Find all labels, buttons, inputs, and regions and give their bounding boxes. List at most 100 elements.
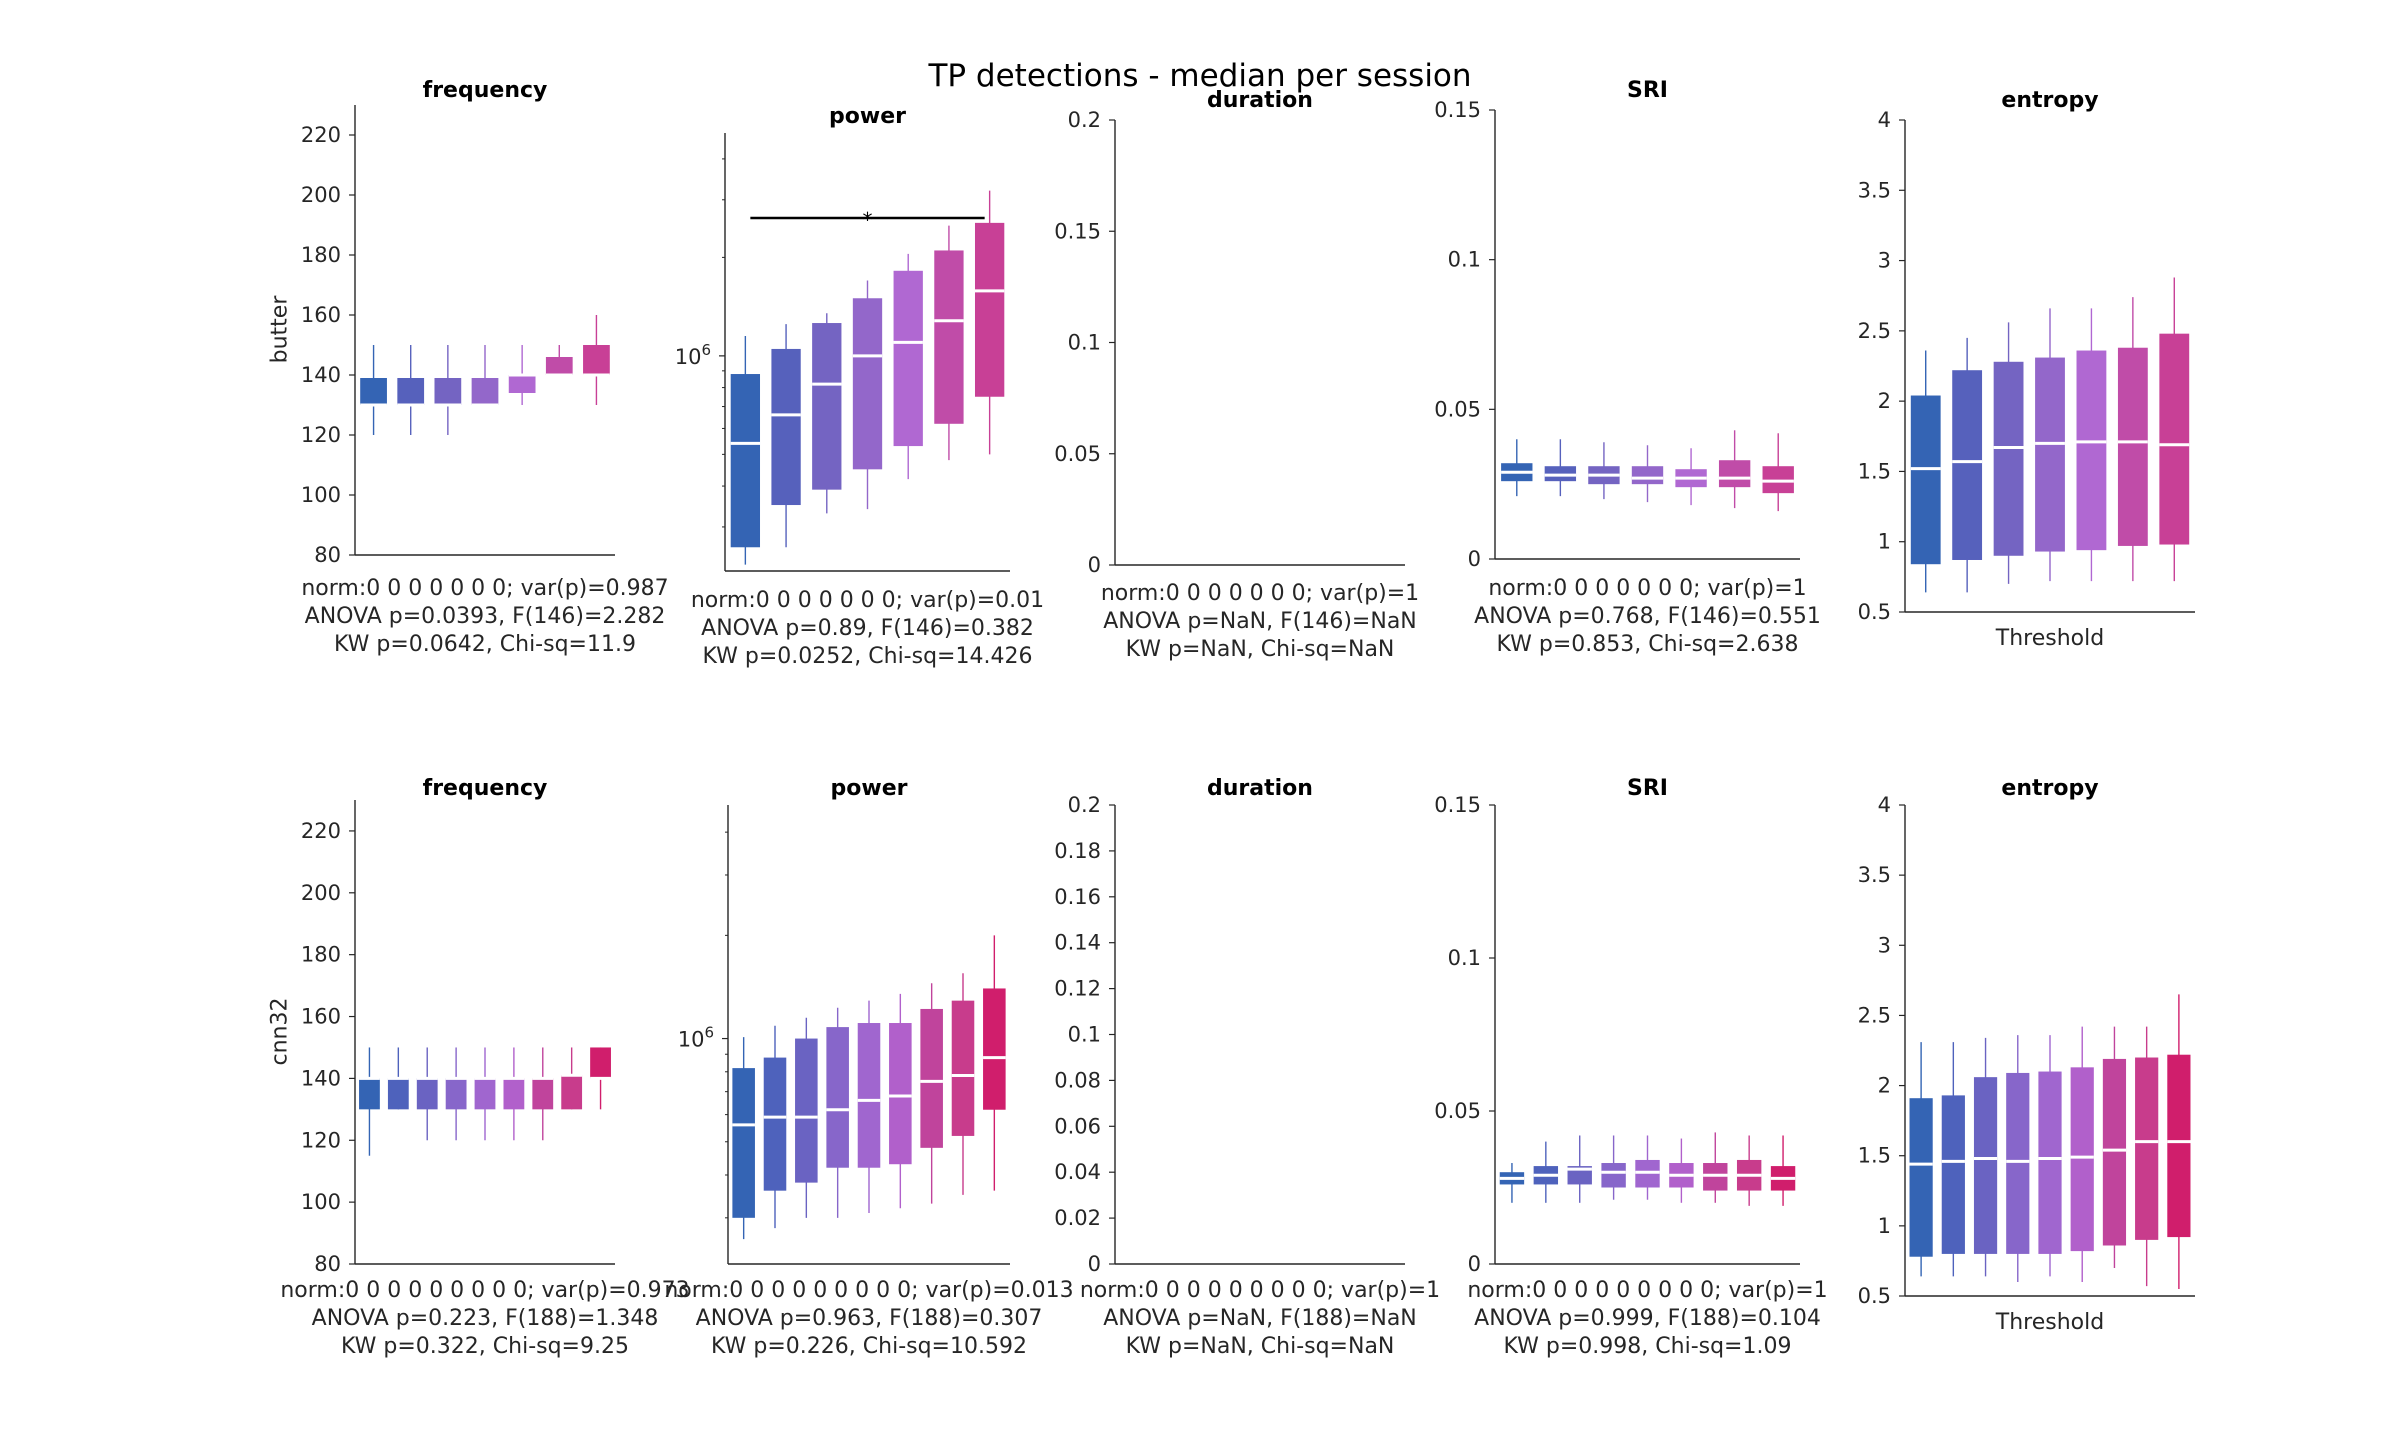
cnn32-frequency-stat-line: ANOVA p=0.223, F(188)=1.348 [311, 1306, 659, 1331]
cnn32-entropy-ytick-label: 4 [1878, 793, 1891, 817]
cnn32-entropy-ytick-label: 3 [1878, 933, 1891, 957]
cnn32-frequency-box [474, 1078, 496, 1110]
butter-sri-ytick-label: 0.15 [1434, 98, 1481, 122]
cnn32-duration-ytick-label: 0 [1088, 1252, 1101, 1276]
cnn32-power-box [951, 1000, 975, 1136]
butter-duration-ytick-label: 0.05 [1054, 442, 1101, 466]
butter-entropy-ytick-label: 2.5 [1858, 319, 1891, 343]
butter-sri-title: SRI [1627, 78, 1668, 103]
cnn32-frequency-ytick-label: 180 [301, 943, 341, 967]
butter-power-box [852, 298, 883, 470]
cnn32-frequency-box [561, 1075, 583, 1110]
butter-row-ylabel: butter [267, 295, 293, 364]
cnn32-sri-box [1567, 1166, 1592, 1185]
cnn32-sri-stat-line: ANOVA p=0.999, F(188)=0.104 [1474, 1306, 1821, 1331]
butter-duration-title: duration [1207, 88, 1313, 113]
butter-frequency-stat-line: ANOVA p=0.0393, F(146)=2.282 [304, 604, 666, 629]
cnn32-power-box [889, 1023, 912, 1165]
butter-sri-stat-line: norm:0 0 0 0 0 0 0; var(p)=1 [1488, 576, 1807, 601]
cnn32-sri-ytick-label: 0 [1468, 1252, 1481, 1276]
butter-power-stat-line: KW p=0.0252, Chi-sq=14.426 [702, 644, 1033, 669]
butter-frequency-ytick-label: 200 [301, 183, 341, 207]
butter-sri-ytick-label: 0.1 [1448, 248, 1481, 272]
butter-frequency-ytick-label: 220 [301, 123, 341, 147]
butter-sri-ytick-label: 0.05 [1434, 397, 1481, 421]
cnn32-entropy-box [2070, 1067, 2094, 1252]
cnn32-duration-ytick-label: 0.16 [1054, 885, 1101, 909]
cnn32-frequency-ytick-label: 120 [301, 1128, 341, 1152]
cnn32-frequency-ytick-label: 160 [301, 1005, 341, 1029]
butter-entropy-ytick-label: 2 [1878, 389, 1891, 413]
butter-entropy-box [2076, 350, 2107, 551]
butter-frequency-ytick-label: 80 [314, 543, 341, 567]
cnn32-duration-ytick-label: 0.14 [1054, 931, 1101, 955]
butter-power-box [771, 348, 801, 506]
butter-duration-stat-line: KW p=NaN, Chi-sq=NaN [1125, 637, 1395, 662]
cnn32-entropy-box [2038, 1071, 2062, 1254]
butter-frequency-ytick-label: 180 [301, 243, 341, 267]
butter-entropy-ytick-label: 3 [1878, 249, 1891, 273]
cnn32-sri-title: SRI [1627, 776, 1668, 801]
cnn32-power-ytick-label: 106 [678, 1024, 714, 1052]
butter-frequency-ytick-label: 140 [301, 363, 341, 387]
cnn32-entropy-ytick-label: 0.5 [1858, 1284, 1891, 1308]
cnn32-entropy-ytick-label: 1 [1878, 1214, 1891, 1238]
cnn32-frequency-ytick-label: 100 [301, 1190, 341, 1214]
cnn32-duration-ytick-label: 0.1 [1068, 1023, 1101, 1047]
butter-frequency-stat-line: norm:0 0 0 0 0 0 0; var(p)=0.987 [301, 576, 669, 601]
cnn32-entropy-xlabel: Threshold [1995, 1310, 2105, 1335]
cnn32-entropy-box [2135, 1057, 2159, 1240]
butter-entropy-ytick-label: 4 [1878, 108, 1891, 132]
cnn32-sri-ytick-label: 0.05 [1434, 1099, 1481, 1123]
cnn32-sri-ytick-label: 0.15 [1434, 793, 1481, 817]
cnn32-power-box [795, 1038, 818, 1183]
cnn32-duration-ytick-label: 0.06 [1054, 1114, 1101, 1138]
butter-entropy-ytick-label: 0.5 [1858, 600, 1891, 624]
butter-power-box [934, 250, 964, 424]
cnn32-duration-stat-line: norm:0 0 0 0 0 0 0 0 0; var(p)=1 [1079, 1278, 1441, 1303]
cnn32-entropy-box [1973, 1077, 1998, 1254]
cnn32-frequency-ytick-label: 220 [301, 819, 341, 843]
cnn32-frequency-box [387, 1078, 409, 1110]
cnn32-power-stat-line: ANOVA p=0.963, F(188)=0.307 [695, 1306, 1043, 1331]
cnn32-entropy-ytick-label: 2.5 [1858, 1003, 1891, 1027]
butter-entropy-box [2159, 333, 2190, 545]
butter-entropy-box [2035, 357, 2065, 552]
butter-entropy-xlabel: Threshold [1995, 626, 2105, 651]
cnn32-frequency-ytick-label: 140 [301, 1066, 341, 1090]
butter-entropy-ytick-label: 1.5 [1858, 459, 1891, 483]
butter-frequency-box [434, 378, 462, 405]
butter-duration-stat-line: norm:0 0 0 0 0 0 0; var(p)=1 [1100, 581, 1420, 606]
cnn32-frequency-ytick-label: 200 [301, 881, 341, 905]
butter-sri-box [1631, 466, 1664, 485]
butter-power-title: power [829, 104, 906, 129]
cnn32-power-box [920, 1008, 943, 1148]
cnn32-frequency-stat-line: norm:0 0 0 0 0 0 0 0 0; var(p)=0.973 [280, 1278, 690, 1303]
butter-power-significance-star: * [863, 208, 873, 232]
cnn32-power-box [763, 1057, 787, 1191]
butter-frequency-stat-line: KW p=0.0642, Chi-sq=11.9 [334, 632, 636, 657]
butter-entropy-ytick-label: 3.5 [1858, 178, 1891, 202]
butter-entropy-box [1952, 370, 1983, 560]
butter-power-box [730, 374, 761, 548]
cnn32-power-box [857, 1023, 881, 1168]
butter-sri-ytick-label: 0 [1468, 547, 1481, 571]
figure-title: TP detections - median per session [928, 58, 1472, 94]
cnn32-power-title: power [830, 776, 908, 801]
cnn32-frequency-stat-line: KW p=0.322, Chi-sq=9.25 [341, 1334, 629, 1359]
cnn32-entropy-box [2006, 1072, 2030, 1254]
butter-frequency-ytick-label: 100 [301, 483, 341, 507]
cnn32-frequency-ytick-label: 80 [314, 1252, 341, 1276]
cnn32-duration-stat-line: ANOVA p=NaN, F(188)=NaN [1103, 1306, 1417, 1331]
butter-frequency-box [545, 357, 573, 375]
cnn32-power-stat-line: norm:0 0 0 0 0 0 0 0 0; var(p)=0.013 [664, 1278, 1074, 1303]
cnn32-entropy-ytick-label: 3.5 [1858, 863, 1891, 887]
cnn32-sri-box [1703, 1163, 1728, 1191]
cnn32-duration-title: duration [1207, 776, 1313, 801]
cnn32-sri-stat-line: KW p=0.998, Chi-sq=1.09 [1503, 1334, 1792, 1359]
butter-sri-box [1718, 460, 1751, 488]
butter-entropy-box [1910, 395, 1941, 565]
cnn32-duration-ytick-label: 0.2 [1068, 793, 1101, 817]
